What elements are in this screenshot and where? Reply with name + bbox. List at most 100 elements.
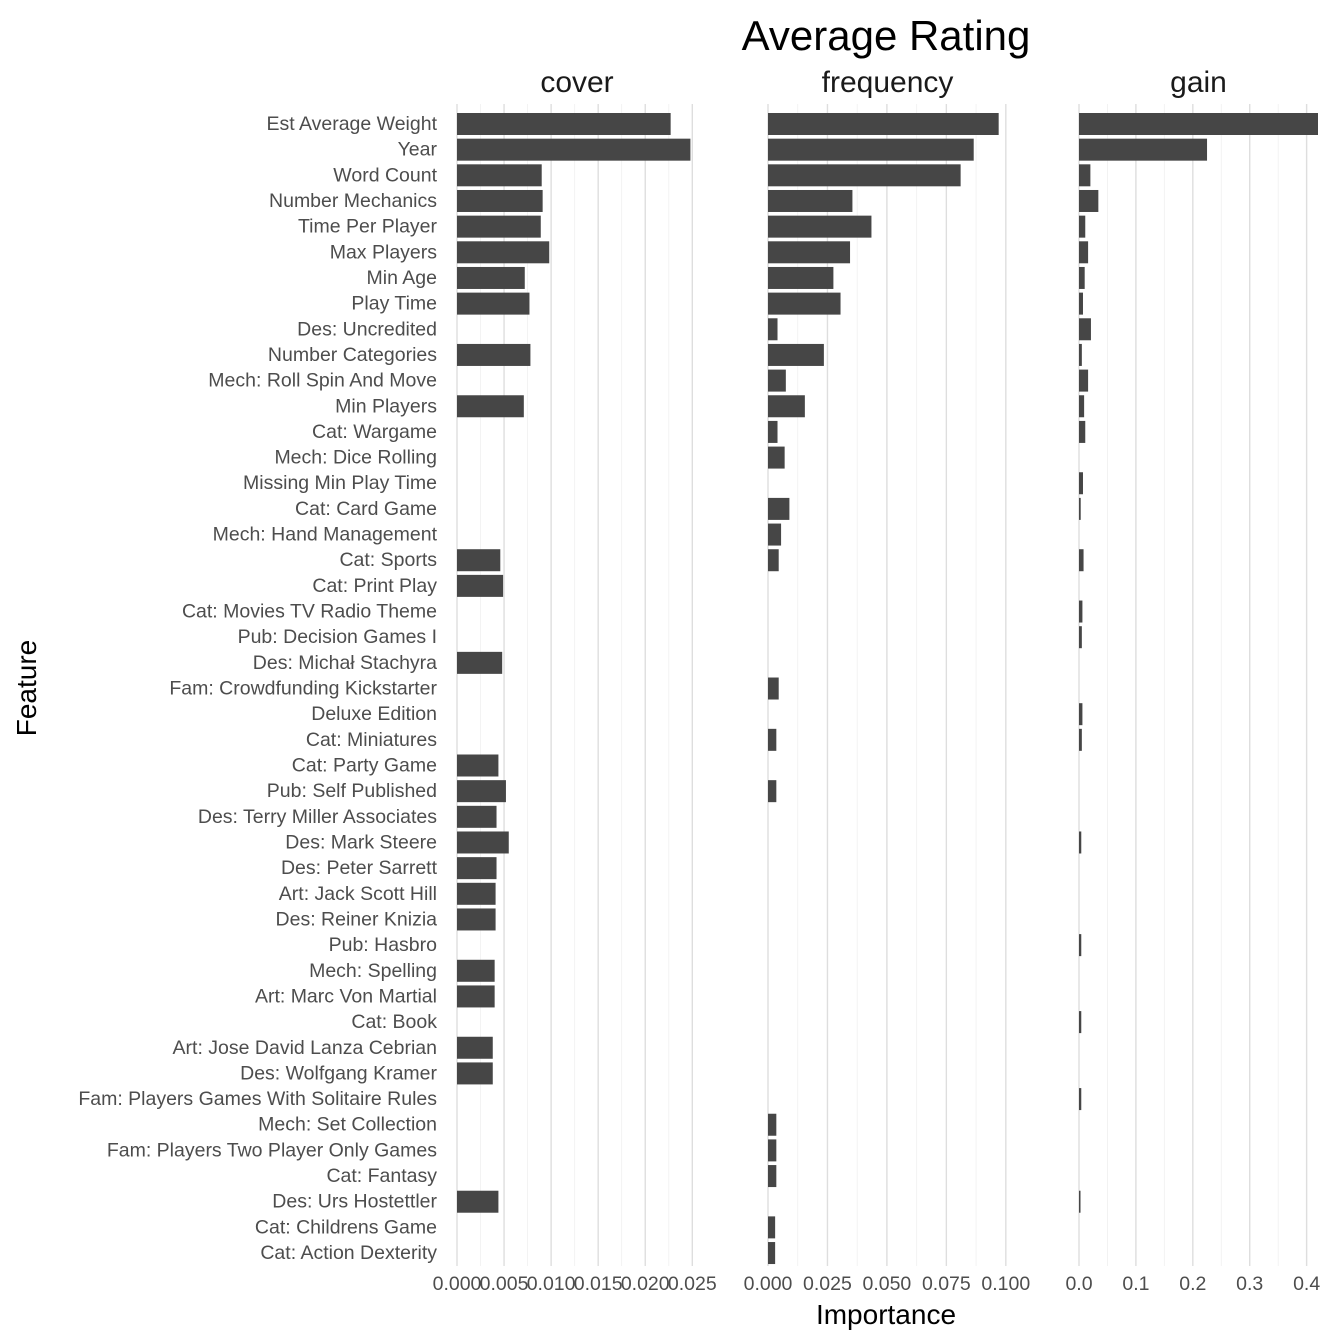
bar-frequency-max-players bbox=[768, 241, 851, 264]
bar-frequency-cat-sports bbox=[768, 549, 779, 572]
bar-frequency-cat-miniatures bbox=[768, 728, 777, 751]
category-label-des-terry-miller-associates: Des: Terry Miller Associates bbox=[198, 806, 437, 828]
bar-cover-des-peter-sarrett bbox=[457, 857, 497, 880]
tick-label-gain: 0.4 bbox=[1293, 1273, 1320, 1295]
bar-gain-pub-decision-games-i bbox=[1079, 626, 1082, 649]
bar-frequency-fam-crowdfunding-kickstarter bbox=[768, 677, 779, 700]
category-label-pub-decision-games-i: Pub: Decision Games I bbox=[238, 626, 437, 648]
bar-gain-cat-card-game bbox=[1079, 497, 1081, 520]
category-label-fam-players-two-player-only-games: Fam: Players Two Player Only Games bbox=[107, 1139, 437, 1161]
bar-cover-cat-party-game bbox=[457, 754, 499, 777]
tick-label-cover: 0.005 bbox=[480, 1273, 529, 1295]
tick-label-gain: 0.0 bbox=[1065, 1273, 1092, 1295]
bar-gain-missing-min-play-time bbox=[1079, 472, 1083, 495]
tick-label-frequency: 0.100 bbox=[981, 1273, 1030, 1295]
bar-gain-cat-movies-tv-radio-theme bbox=[1079, 600, 1083, 623]
bar-frequency-year bbox=[768, 138, 974, 161]
bar-frequency-number-mechanics bbox=[768, 189, 853, 212]
tick-label-cover: 0.000 bbox=[433, 1273, 482, 1295]
bar-cover-des-mark-steere bbox=[457, 831, 509, 854]
bar-gain-number-categories bbox=[1079, 343, 1082, 366]
bar-frequency-est-average-weight bbox=[768, 113, 999, 135]
bar-frequency-des-uncredited bbox=[768, 318, 778, 341]
category-label-fam-crowdfunding-kickstarter: Fam: Crowdfunding Kickstarter bbox=[169, 678, 437, 700]
category-label-number-mechanics: Number Mechanics bbox=[269, 190, 437, 212]
bar-frequency-cat-fantasy bbox=[768, 1165, 777, 1188]
bar-gain-max-players bbox=[1079, 241, 1089, 264]
bar-gain-des-mark-steere bbox=[1079, 831, 1082, 854]
bar-cover-number-categories bbox=[457, 343, 531, 366]
bar-gain-cat-miniatures bbox=[1079, 728, 1082, 751]
y-axis-label: Feature bbox=[11, 640, 42, 737]
bar-cover-year bbox=[457, 138, 691, 161]
category-label-cat-fantasy: Cat: Fantasy bbox=[326, 1165, 437, 1187]
tick-label-frequency: 0.050 bbox=[862, 1273, 911, 1295]
category-label-cat-movies-tv-radio-theme: Cat: Movies TV Radio Theme bbox=[182, 601, 437, 623]
bar-gain-mech-roll-spin-and-move bbox=[1079, 369, 1089, 392]
panel-title-cover: cover bbox=[540, 66, 613, 99]
category-label-des-wolfgang-kramer: Des: Wolfgang Kramer bbox=[240, 1062, 437, 1084]
category-label-play-time: Play Time bbox=[351, 293, 437, 315]
panel-title-gain: gain bbox=[1170, 66, 1227, 99]
tick-label-cover: 0.025 bbox=[668, 1273, 717, 1295]
category-label-missing-min-play-time: Missing Min Play Time bbox=[243, 472, 437, 494]
tick-label-frequency: 0.075 bbox=[922, 1273, 971, 1295]
bar-gain-cat-sports bbox=[1079, 549, 1084, 572]
bar-gain-des-urs-hostettler bbox=[1079, 1190, 1081, 1213]
bar-cover-word-count bbox=[457, 164, 542, 187]
chart-title: Average Rating bbox=[742, 12, 1031, 59]
bar-frequency-pub-self-published bbox=[768, 780, 777, 803]
category-label-cat-print-play: Cat: Print Play bbox=[312, 575, 437, 597]
tick-label-cover: 0.015 bbox=[574, 1273, 623, 1295]
category-label-cat-book: Cat: Book bbox=[351, 1011, 437, 1033]
category-label-art-marc-von-martial: Art: Marc Von Martial bbox=[255, 985, 437, 1007]
category-label-pub-hasbro: Pub: Hasbro bbox=[329, 934, 438, 956]
bar-frequency-cat-action-dexterity bbox=[768, 1242, 776, 1265]
bar-cover-des-terry-miller-associates bbox=[457, 805, 497, 828]
category-label-min-age: Min Age bbox=[367, 267, 437, 289]
panel-title-frequency: frequency bbox=[822, 66, 954, 99]
bars-layer bbox=[457, 113, 1318, 1265]
bar-cover-art-jose-david-lanza-cebrian bbox=[457, 1036, 493, 1059]
category-label-cat-card-game: Cat: Card Game bbox=[295, 498, 437, 520]
category-label-des-reiner-knizia: Des: Reiner Knizia bbox=[276, 908, 438, 930]
bar-frequency-cat-childrens-game bbox=[768, 1216, 776, 1239]
bar-gain-pub-hasbro bbox=[1079, 934, 1082, 957]
bar-frequency-word-count bbox=[768, 164, 961, 187]
category-label-cat-action-dexterity: Cat: Action Dexterity bbox=[260, 1242, 437, 1264]
bar-frequency-mech-set-collection bbox=[768, 1113, 777, 1136]
category-label-des-urs-hostettler: Des: Urs Hostettler bbox=[272, 1191, 437, 1213]
tick-label-cover: 0.020 bbox=[621, 1273, 670, 1295]
tick-label-gain: 0.1 bbox=[1122, 1273, 1149, 1295]
category-label-art-jack-scott-hill: Art: Jack Scott Hill bbox=[279, 883, 437, 905]
bar-cover-max-players bbox=[457, 241, 550, 264]
bar-cover-pub-self-published bbox=[457, 780, 506, 803]
bar-frequency-play-time bbox=[768, 292, 841, 315]
bar-gain-cat-wargame bbox=[1079, 420, 1086, 443]
category-label-des-uncredited: Des: Uncredited bbox=[297, 318, 437, 340]
bar-frequency-mech-dice-rolling bbox=[768, 446, 785, 469]
bar-frequency-cat-wargame bbox=[768, 420, 778, 443]
category-label-number-categories: Number Categories bbox=[268, 344, 437, 366]
bar-gain-est-average-weight bbox=[1079, 113, 1318, 135]
tick-label-gain: 0.3 bbox=[1236, 1273, 1263, 1295]
bar-cover-time-per-player bbox=[457, 215, 541, 238]
bar-frequency-mech-hand-management bbox=[768, 523, 782, 546]
bar-gain-des-uncredited bbox=[1079, 318, 1091, 341]
bar-frequency-min-players bbox=[768, 395, 805, 418]
bar-cover-des-reiner-knizia bbox=[457, 908, 496, 931]
bar-gain-play-time bbox=[1079, 292, 1083, 315]
bar-gain-word-count bbox=[1079, 164, 1091, 187]
category-label-mech-roll-spin-and-move: Mech: Roll Spin And Move bbox=[208, 370, 437, 392]
category-label-des-peter-sarrett: Des: Peter Sarrett bbox=[281, 857, 438, 879]
bar-gain-fam-players-games-with-solitaire-rules bbox=[1079, 1088, 1082, 1111]
category-label-time-per-player: Time Per Player bbox=[298, 216, 438, 238]
x-axis-label: Importance bbox=[816, 1299, 956, 1330]
category-label-des-micha-stachyra: Des: Michał Stachyra bbox=[253, 652, 437, 674]
bar-cover-number-mechanics bbox=[457, 189, 543, 212]
bar-cover-mech-spelling bbox=[457, 959, 495, 982]
grid-layer bbox=[456, 104, 1308, 1266]
tick-label-gain: 0.2 bbox=[1179, 1273, 1206, 1295]
category-label-mech-spelling: Mech: Spelling bbox=[309, 960, 437, 982]
